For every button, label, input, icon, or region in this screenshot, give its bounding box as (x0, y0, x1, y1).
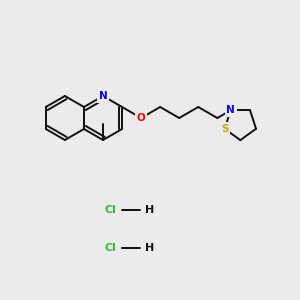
Text: N: N (226, 105, 235, 115)
Text: Cl: Cl (104, 205, 116, 215)
Text: H: H (146, 243, 154, 253)
Text: N: N (99, 91, 107, 101)
Text: Cl: Cl (104, 243, 116, 253)
Text: H: H (146, 205, 154, 215)
Text: S: S (221, 124, 228, 134)
Text: O: O (137, 113, 146, 123)
